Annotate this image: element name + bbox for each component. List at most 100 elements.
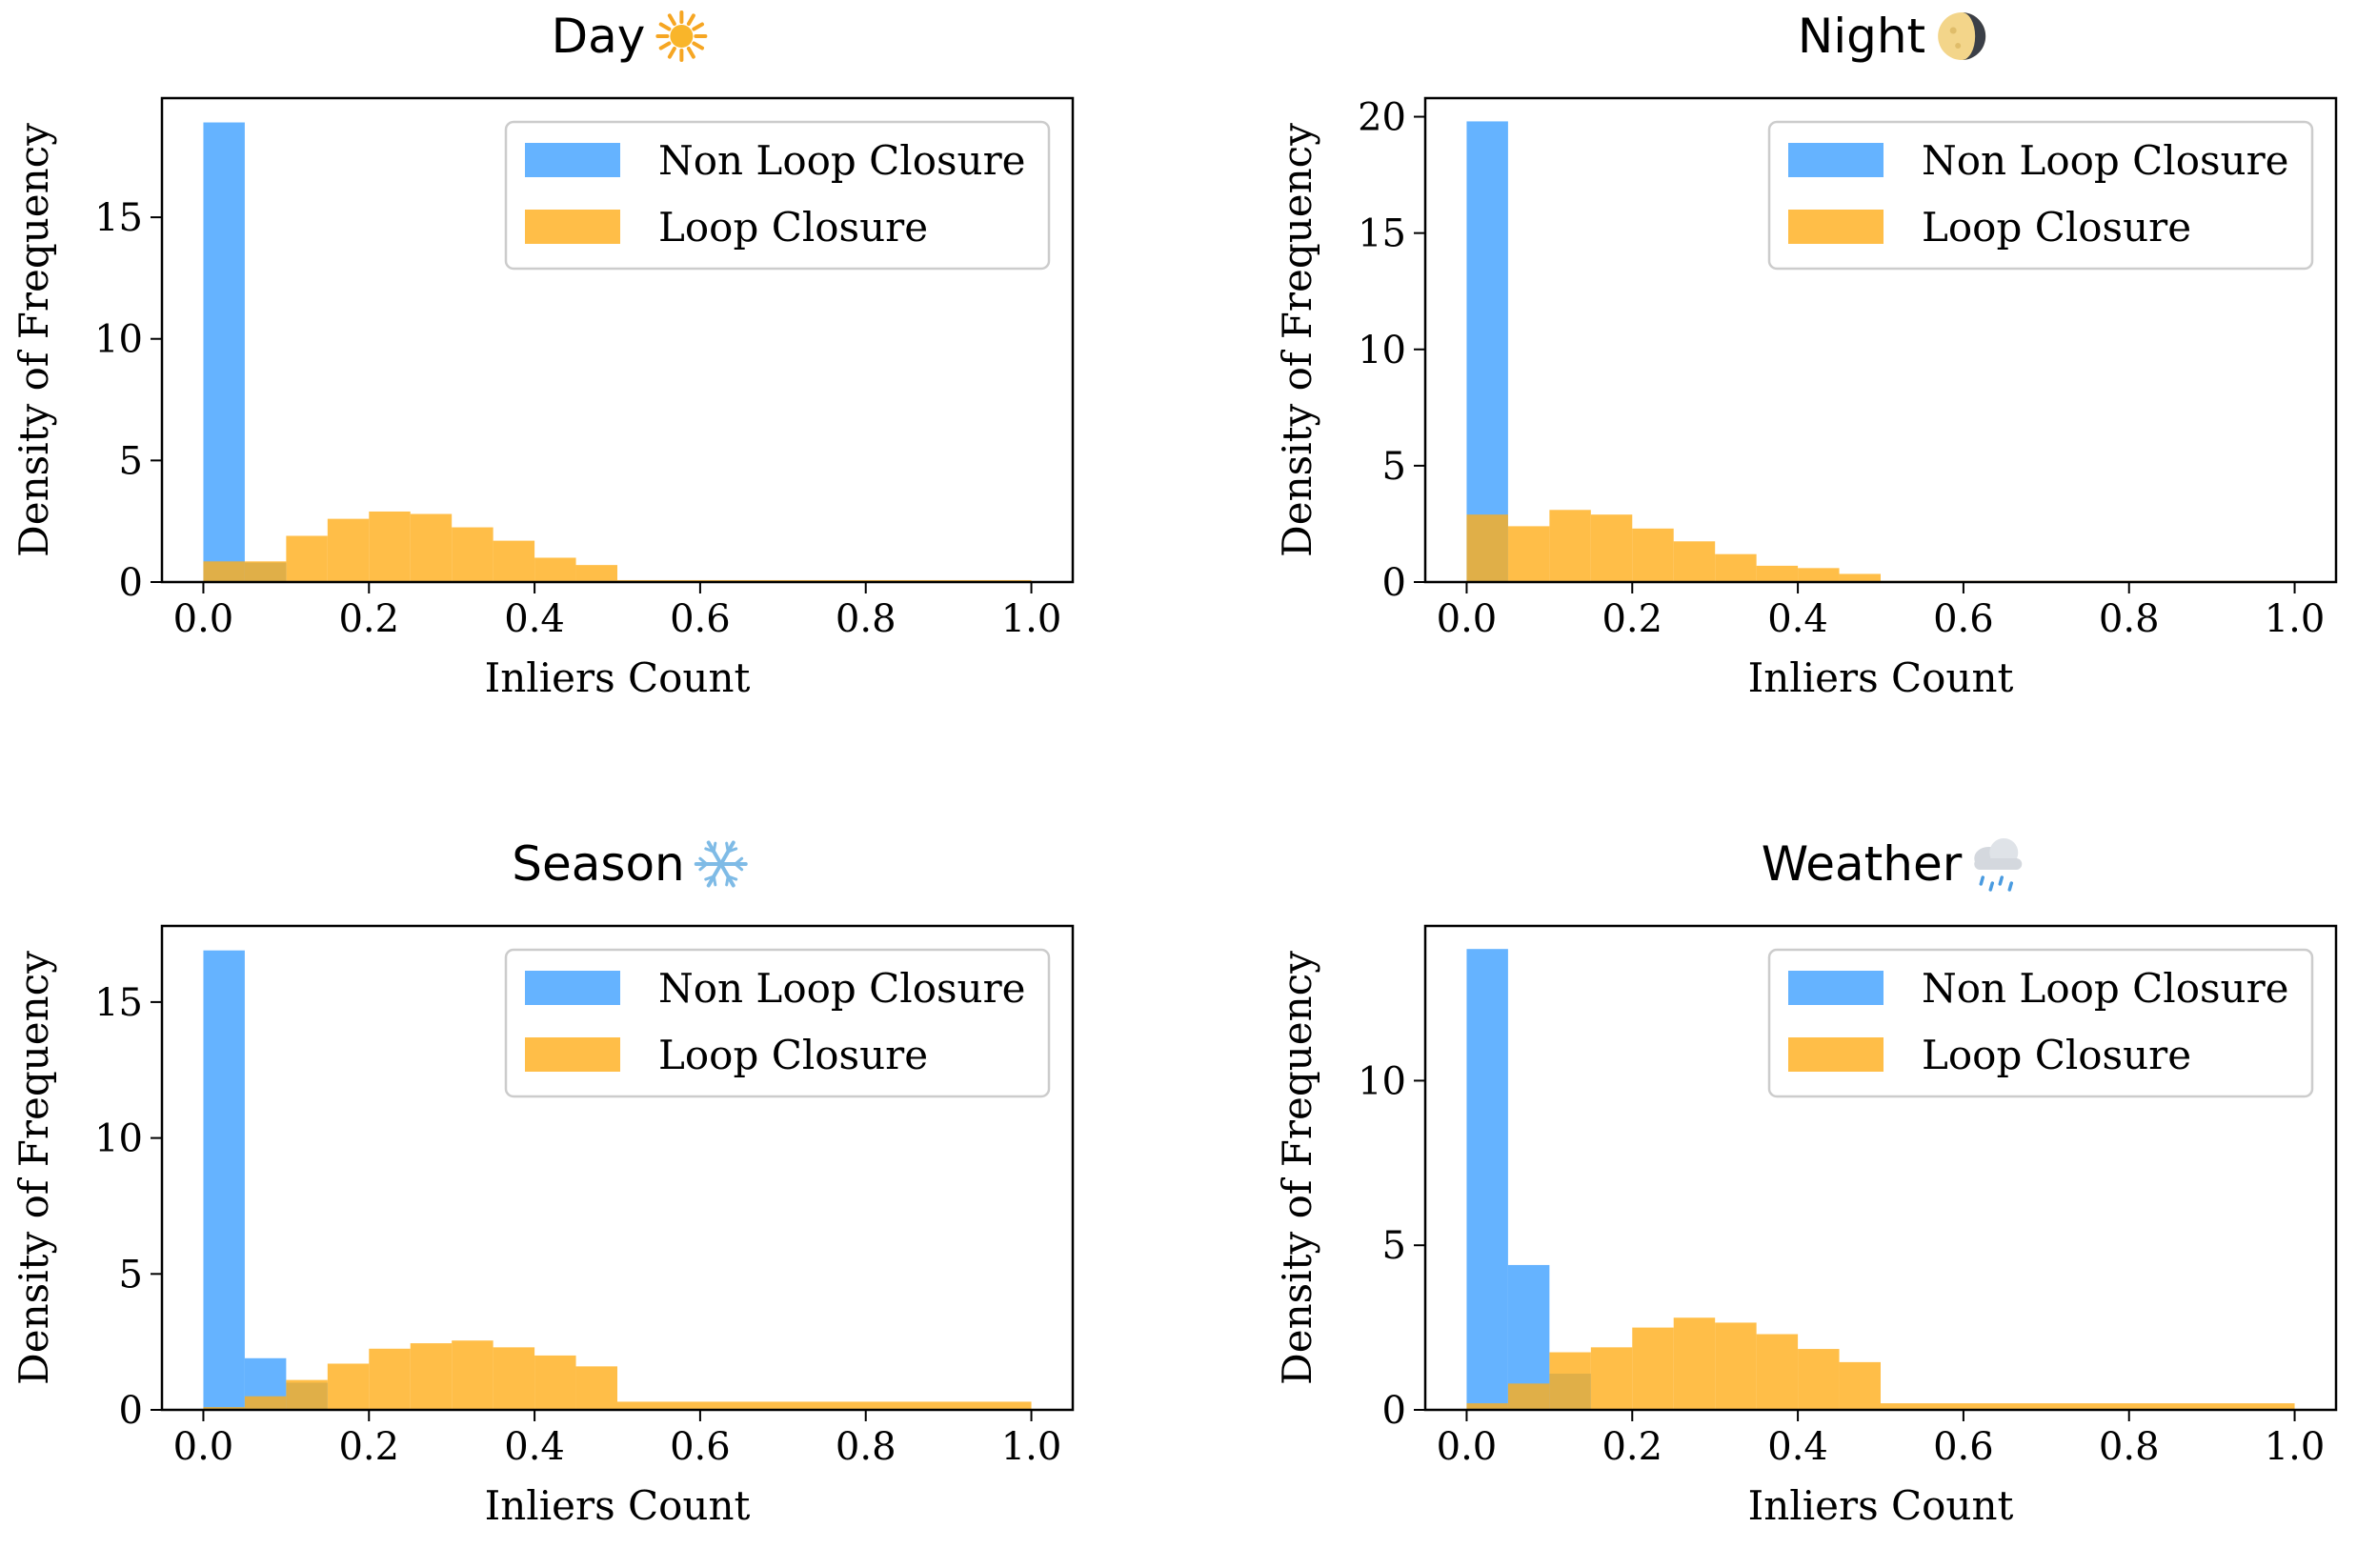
x-axis-label: Inliers Count: [485, 654, 751, 701]
legend-swatch: [525, 1037, 620, 1072]
loop-closure-bar: [286, 1379, 328, 1410]
loop-closure-bar: [1466, 1403, 1508, 1410]
legend-label: Loop Closure: [1922, 1032, 2191, 1078]
y-tick-label: 0: [1382, 561, 1406, 605]
loop-closure-bar: [203, 1407, 245, 1410]
chart-title: Weather: [1762, 836, 1963, 892]
rain-drop: [1979, 875, 1985, 886]
y-axis-label: Density of Frequency: [10, 123, 57, 557]
y-tick-label: 5: [119, 1253, 143, 1297]
loop-closure-bar: [1549, 510, 1591, 582]
legend-label: Non Loop Closure: [658, 965, 1026, 1012]
y-tick-label: 15: [94, 196, 143, 240]
loop-closure-bar: [617, 1401, 1032, 1410]
x-tick-label: 0.2: [1602, 597, 1662, 641]
moon-icon: [1938, 12, 1986, 60]
snowflake-branch: [725, 874, 730, 887]
rain-drop: [1998, 875, 2004, 886]
loop-closure-bar: [1549, 1352, 1591, 1410]
y-tick-label: 20: [1358, 96, 1406, 140]
legend-box: [1767, 948, 2314, 1098]
snowflake-arm: [718, 862, 735, 888]
histogram-panel: 0.0 0.2 0.4 0.6 0.8 1.0 0 5 10 15 Inliers Count Den…: [10, 9, 1075, 701]
legend-label: Loop Closure: [1922, 204, 2191, 251]
y-tick-label: 15: [94, 981, 143, 1025]
loop-closure-bar: [1798, 568, 1840, 582]
x-tick-label: 0.6: [670, 1425, 731, 1469]
y-tick-label: 0: [119, 561, 143, 605]
non-loop-closure-bar: [1466, 121, 1508, 582]
legend-swatch: [1788, 971, 1884, 1005]
loop-closure-bar: [327, 518, 370, 582]
loop-closure-bar: [369, 511, 411, 582]
legend-swatch: [525, 210, 620, 244]
loop-closure-bar: [452, 527, 494, 582]
legend-swatch: [1788, 143, 1884, 177]
loop-closure-bar: [1590, 1347, 1633, 1410]
snowflake-branch: [734, 862, 744, 872]
loop-closure-bar: [493, 1347, 535, 1410]
sun-ray: [658, 22, 672, 31]
x-tick-label: 0.6: [1933, 1425, 1994, 1469]
legend-label: Non Loop Closure: [658, 137, 1026, 184]
x-axis-label: Inliers Count: [1748, 654, 2014, 701]
loop-closure-bar: [1798, 1349, 1840, 1410]
x-tick-label: 0.0: [1437, 1425, 1498, 1469]
loop-closure-bar: [1715, 553, 1757, 582]
legend-swatch: [525, 143, 620, 177]
x-tick-label: 0.0: [173, 597, 234, 641]
sun-ray: [667, 13, 676, 27]
y-tick-label: 15: [1358, 212, 1406, 256]
x-tick-label: 0.4: [504, 597, 565, 641]
x-tick-label: 0.0: [1437, 597, 1498, 641]
axes-frame: [160, 924, 1075, 1412]
rain-drop: [2007, 881, 2014, 892]
axes-frame: [1423, 96, 2338, 584]
sun-ray: [686, 13, 695, 27]
snowflake-branch: [712, 841, 717, 854]
loop-closure-bar: [244, 561, 287, 582]
y-axis-label: Density of Frequency: [1274, 951, 1320, 1385]
loop-closure-bar: [244, 1396, 287, 1410]
y-tick-label: 10: [94, 318, 143, 362]
snowflake-arm: [706, 840, 723, 866]
y-tick-label: 5: [1382, 445, 1406, 489]
y-tick-label: 0: [1382, 1389, 1406, 1433]
non-loop-closure-bar: [203, 950, 245, 1410]
loop-closure-bar: [286, 535, 328, 582]
histogram-panel: 0.0 0.2 0.4 0.6 0.8 1.0 0 5 10 Inliers Count Densi…: [1274, 836, 2338, 1529]
y-tick-label: 10: [1358, 1059, 1406, 1103]
x-tick-label: 0.8: [2099, 1425, 2160, 1469]
rain-drop: [1988, 881, 1995, 892]
chart-title: Day: [552, 9, 646, 64]
sun-ray: [692, 41, 705, 50]
legend-box: [1767, 120, 2314, 271]
moon-shadow: [1962, 12, 1986, 60]
x-tick-label: 1.0: [2265, 1425, 2326, 1469]
loop-closure-bar: [1507, 1383, 1550, 1410]
legend-label: Non Loop Closure: [1922, 137, 2289, 184]
loop-closure-bar: [575, 565, 617, 582]
loop-closure-bar: [1756, 1334, 1799, 1410]
axes-frame: [1423, 924, 2338, 1412]
x-tick-label: 0.2: [338, 597, 399, 641]
snowflake-branch: [704, 874, 715, 881]
sun-ray: [658, 41, 672, 50]
moon-crater: [1949, 27, 1957, 34]
snowflake-arm: [718, 840, 735, 866]
loop-closure-bar: [1632, 1327, 1674, 1410]
histogram-panel: 0.0 0.2 0.4 0.6 0.8 1.0 0 5 10 15 20 Inliers Count D…: [1274, 9, 2338, 701]
loop-closure-bar: [1507, 526, 1550, 582]
loop-closure-bar: [327, 1363, 370, 1410]
x-tick-label: 1.0: [1001, 1425, 1062, 1469]
legend-label: Non Loop Closure: [1922, 965, 2289, 1012]
y-tick-label: 0: [119, 1389, 143, 1433]
loop-closure-bar: [493, 540, 535, 582]
legend-box: [504, 120, 1051, 271]
x-tick-label: 0.4: [1767, 1425, 1828, 1469]
x-tick-label: 0.6: [1933, 597, 1994, 641]
x-tick-label: 0.2: [338, 1425, 399, 1469]
axes-frame: [160, 96, 1075, 584]
snowflake-branch: [698, 856, 709, 866]
